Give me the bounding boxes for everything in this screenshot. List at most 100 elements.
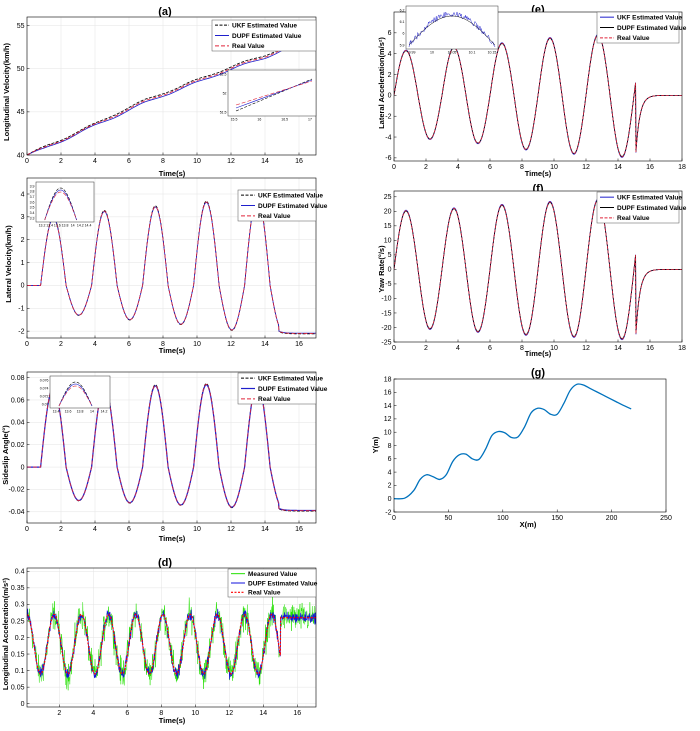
x-tick-label: 6 bbox=[125, 710, 129, 717]
plot-lines bbox=[394, 198, 682, 341]
y-tick-label: 55 bbox=[17, 23, 25, 30]
legend: Measured Value DUPF Estimated Value Real V… bbox=[227, 568, 318, 598]
legend: UKF Estimated Value DUPF Estimated Value R… bbox=[237, 372, 328, 405]
y-tick-label: 6 bbox=[388, 456, 392, 463]
inset-frame bbox=[405, 5, 499, 50]
y-tick-label: 2 bbox=[388, 483, 392, 490]
axes-frame bbox=[26, 567, 317, 708]
plot-area bbox=[394, 379, 666, 512]
x-tick-label: 4 bbox=[456, 345, 460, 352]
inset-frame bbox=[35, 181, 95, 223]
y-tick-label: -15 bbox=[381, 310, 391, 317]
x-tick-label: 14 bbox=[614, 345, 622, 352]
inset-x-tick: 14 bbox=[71, 224, 75, 228]
legend-box bbox=[211, 19, 317, 52]
y-tick-label: 15 bbox=[384, 223, 392, 230]
inset-series bbox=[235, 80, 313, 106]
y-tick-label: 0 bbox=[388, 93, 392, 100]
y-tick-label: 14 bbox=[384, 403, 392, 410]
series-line-2 bbox=[394, 34, 682, 158]
x-tick-label: 12 bbox=[227, 158, 235, 165]
y-tick-label: 10 bbox=[384, 238, 392, 245]
x-tick-label: 10 bbox=[193, 158, 201, 165]
inset-series bbox=[408, 11, 496, 48]
x-tick-label: 0 bbox=[25, 158, 29, 165]
y-tick-label: 0.4 bbox=[15, 569, 25, 576]
plot-lines bbox=[27, 382, 316, 512]
y-tick-label: -5 bbox=[385, 281, 391, 288]
axes-frame bbox=[26, 371, 317, 524]
plot-lines bbox=[27, 596, 316, 691]
x-tick-label: 8 bbox=[161, 341, 165, 348]
inset-x-tick: 13.4 bbox=[46, 224, 53, 228]
inset-y-tick: 3.9 bbox=[30, 184, 35, 188]
x-tick-label: 6 bbox=[488, 345, 492, 352]
x-tick-label: 14 bbox=[261, 341, 269, 348]
series-real-line bbox=[27, 613, 316, 675]
plot-lines bbox=[394, 33, 682, 158]
x-tick-label: 2 bbox=[57, 710, 61, 717]
inset-x-tick: 14.4 bbox=[85, 224, 92, 228]
y-tick-label: 12 bbox=[384, 416, 392, 423]
legend-label: Real Value bbox=[617, 35, 650, 42]
y-axis-label: Y(m) bbox=[371, 436, 380, 453]
inset-zoom: 13.2 13.4 13.6 13.8 14 14.2 14.4 3.9 3.83.73.6 3.… bbox=[30, 181, 95, 228]
plot-lines bbox=[27, 196, 316, 335]
inset-y-tick: 6.1 bbox=[400, 20, 405, 24]
inset-series bbox=[58, 385, 93, 407]
inset-y-tick: 3.4 bbox=[30, 211, 35, 215]
inset-x-tick: 15.5 bbox=[231, 118, 238, 122]
legend-label: DUPF Estimated Value bbox=[232, 33, 302, 40]
x-tick-label: 150 bbox=[551, 515, 563, 522]
inset-x-tick: 13.8 bbox=[77, 410, 84, 414]
x-tick-label: 16 bbox=[646, 345, 654, 352]
inset-y-tick: 0.07 bbox=[42, 402, 49, 406]
x-tick-label: 4 bbox=[93, 158, 97, 165]
y-tick-label: 6 bbox=[388, 30, 392, 37]
y-tick-label: 2 bbox=[388, 72, 392, 79]
x-tick-label: 14 bbox=[261, 158, 269, 165]
y-tick-label: 25 bbox=[384, 194, 392, 201]
legend: UKF Estimated Value DUPF Estimated Value R… bbox=[237, 189, 328, 222]
x-tick-label: 12 bbox=[582, 345, 590, 352]
y-tick-label: 0.06 bbox=[11, 397, 25, 404]
y-tick-label: -6 bbox=[385, 155, 391, 162]
x-tick-label: 8 bbox=[520, 345, 524, 352]
inset-y-tick: 0.074 bbox=[40, 386, 49, 390]
inset-y-tick: 5.9 bbox=[400, 43, 405, 47]
inset-x-tick: 16 bbox=[257, 118, 261, 122]
series-line-2 bbox=[394, 199, 682, 340]
series-line-2 bbox=[27, 35, 316, 155]
panel-title: (a) bbox=[158, 6, 172, 18]
x-tick-label: 12 bbox=[225, 710, 233, 717]
y-tick-label: 5 bbox=[388, 252, 392, 259]
y-tick-label: 0.02 bbox=[11, 442, 25, 449]
x-tick-label: 250 bbox=[660, 515, 672, 522]
inset-x-tick: 13.6 bbox=[54, 224, 61, 228]
x-tick-label: 2 bbox=[424, 164, 428, 171]
x-tick-label: 12 bbox=[582, 164, 590, 171]
y-tick-label: 3 bbox=[21, 214, 25, 221]
inset-zoom: 9.99 10 10.05 10.1 10.15 6.2 6.1 6 5.9 bbox=[400, 5, 499, 55]
y-tick-label: -4 bbox=[385, 134, 391, 141]
panel-e: (e)0 2 4 6 8 10 12 14 16 18-6-4-20246Time(s)Later… bbox=[377, 4, 687, 178]
inset-x-tick: 9.99 bbox=[409, 51, 416, 55]
inset-y-tick: 6.2 bbox=[400, 8, 405, 12]
panel-title: (d) bbox=[158, 557, 172, 569]
x-axis-label: Time(s) bbox=[525, 169, 552, 178]
inset-zoom: 15.5 16 16.5 17 52.5 52 51.5 bbox=[220, 69, 317, 122]
series-line-0 bbox=[394, 383, 632, 500]
y-tick-label: -2 bbox=[385, 113, 391, 120]
x-tick-label: 0 bbox=[25, 341, 29, 348]
y-tick-label: 0.04 bbox=[11, 420, 25, 427]
x-tick-label: 18 bbox=[678, 164, 686, 171]
panel-title: (g) bbox=[531, 367, 545, 379]
x-tick-label: 16 bbox=[293, 710, 301, 717]
x-tick-label: 10 bbox=[550, 345, 558, 352]
x-tick-label: 2 bbox=[59, 341, 63, 348]
legend-label: Measured Value bbox=[248, 571, 298, 578]
inset-series bbox=[58, 381, 93, 407]
y-axis-label: Longitudinal Velocity(km/h) bbox=[2, 43, 11, 141]
inset-x-tick: 17 bbox=[308, 118, 312, 122]
